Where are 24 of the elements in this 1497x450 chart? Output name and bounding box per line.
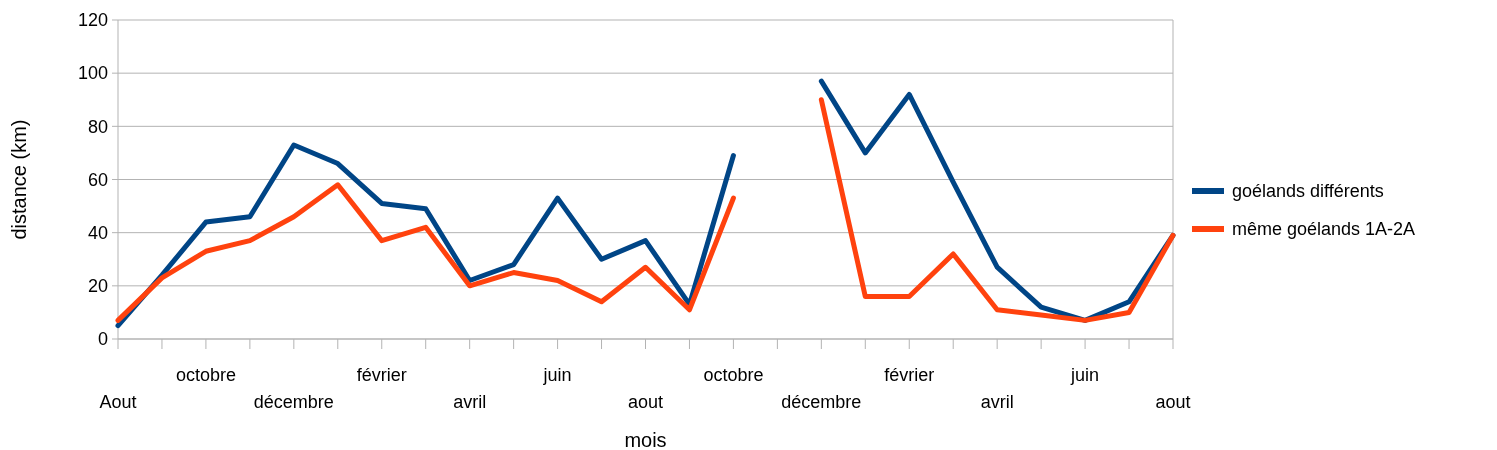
y-axis-title: distance (km) xyxy=(8,119,30,240)
x-tick-label: avril xyxy=(980,392,1014,412)
y-tick-label: 60 xyxy=(87,169,108,190)
y-tick-label: 40 xyxy=(87,222,108,243)
x-tick-label: février xyxy=(356,365,407,385)
x-tick-label: Aout xyxy=(99,392,137,412)
y-tick-label: 120 xyxy=(77,10,108,31)
x-tick-label: aout xyxy=(627,392,664,412)
x-axis-title: mois xyxy=(624,429,667,450)
x-tick-label: février xyxy=(884,365,935,385)
x-tick-label: avril xyxy=(453,392,487,412)
x-tick-label: octobre xyxy=(703,365,764,385)
x-tick-label: octobre xyxy=(175,365,236,385)
legend-label: même goélands 1A-2A xyxy=(1232,219,1416,240)
y-tick-label: 100 xyxy=(77,63,108,84)
x-tick-label: juin xyxy=(1070,365,1100,385)
legend-label: goélands différents xyxy=(1232,181,1384,202)
x-tick-label: juin xyxy=(542,365,572,385)
x-tick-label: décembre xyxy=(253,392,334,412)
x-tick-label: aout xyxy=(1155,392,1191,412)
y-tick-label: 20 xyxy=(87,276,108,297)
y-tick-label: 80 xyxy=(87,116,108,137)
y-tick-label: 0 xyxy=(97,329,108,350)
x-tick-label: décembre xyxy=(781,392,862,412)
